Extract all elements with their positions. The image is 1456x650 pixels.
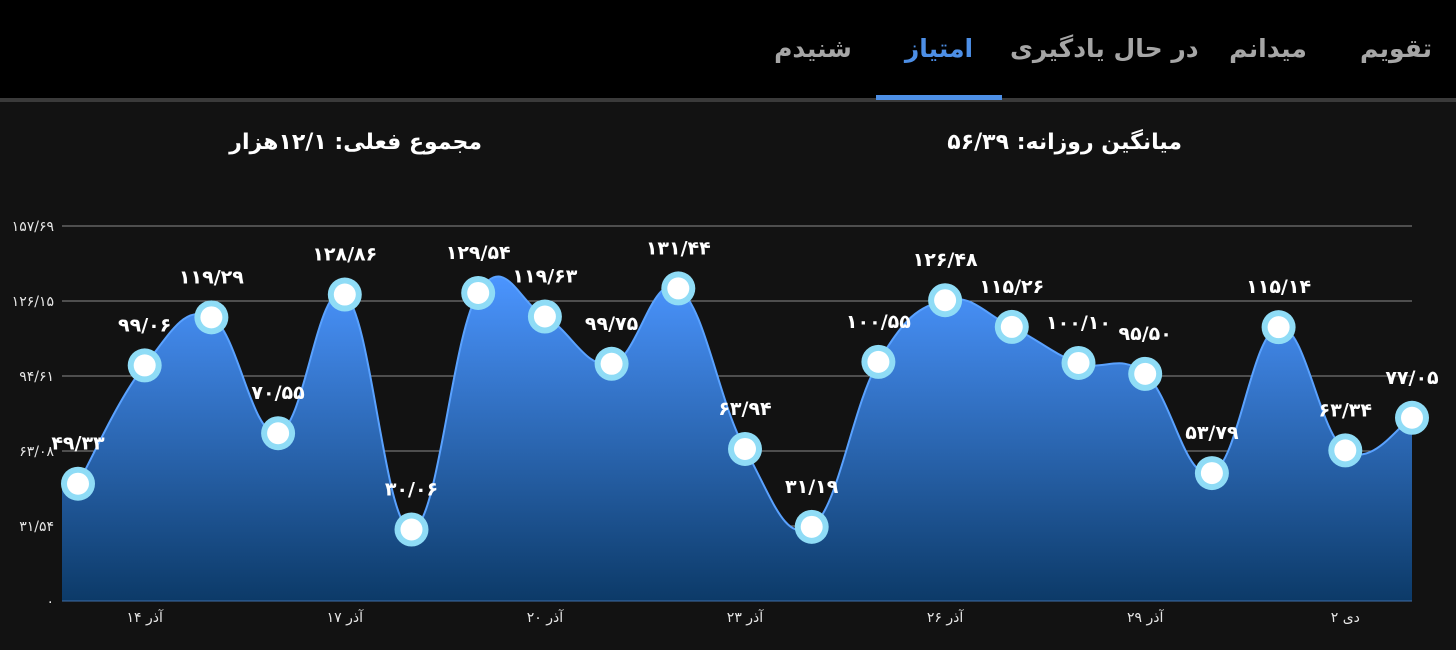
data-point[interactable] [994, 309, 1029, 344]
y-tick-label: ۳۱/۵۴ [19, 519, 54, 535]
data-point[interactable] [1061, 345, 1096, 380]
y-tick-label: ۱۵۷/۶۹ [12, 219, 54, 235]
data-label: ۱۲۹/۵۴ [446, 242, 511, 264]
data-markers [61, 271, 1429, 547]
x-axis-ticks: ۱۴ آذر ۱۷ آذر ۲۰ آذر ۲۳ آذر ۲۶ آذر ۲۹ آذر ۲ دی [127, 609, 1360, 626]
active-tab-indicator [876, 95, 1002, 100]
data-point-dot [133, 354, 156, 377]
tab-learning[interactable]: در حال یادگیری [1010, 34, 1199, 63]
data-point[interactable] [594, 346, 629, 381]
data-point[interactable] [394, 512, 429, 547]
data-point[interactable] [1128, 356, 1163, 391]
x-tick-label: ۲۹ آذر [1127, 609, 1164, 626]
data-point-dot [400, 518, 423, 541]
data-label: ۵۳/۷۹ [1185, 422, 1239, 444]
data-point-dot [800, 515, 823, 538]
data-label: ۱۰۰/۱۰ [1046, 312, 1111, 334]
data-point[interactable] [327, 277, 362, 312]
data-point-dot [867, 350, 890, 373]
data-point-dot [1267, 316, 1290, 339]
y-tick-label: ۶۳/۰۸ [19, 444, 54, 460]
data-labels: ۴۹/۳۳۹۹/۰۶۱۱۹/۲۹۷۰/۵۵۱۲۸/۸۶۳۰/۰۶۱۲۹/۵۴۱۱… [51, 237, 1439, 500]
data-label: ۱۱۵/۲۶ [979, 276, 1044, 298]
y-tick-label: ۹۴/۶۱ [19, 369, 54, 385]
tab-score[interactable]: امتیاز [904, 34, 974, 63]
data-point[interactable] [1194, 456, 1229, 491]
tab-calendar[interactable]: تقویم [1359, 34, 1433, 63]
data-point-dot [734, 437, 756, 460]
data-label: ۳۱/۱۹ [785, 476, 839, 498]
data-label: ۱۲۸/۸۶ [312, 244, 377, 266]
data-label: ۱۱۵/۱۴ [1246, 276, 1311, 298]
data-point-dot [667, 277, 690, 300]
data-point[interactable] [127, 348, 162, 383]
data-point-dot [200, 306, 223, 329]
x-tick-label: ۲۶ آذر [927, 609, 964, 626]
data-label: ۳۰/۰۶ [385, 479, 438, 501]
data-point[interactable] [1395, 400, 1429, 435]
data-point[interactable] [728, 431, 762, 466]
data-point-dot [1067, 351, 1090, 374]
data-point[interactable] [861, 344, 896, 379]
data-point-dot [1334, 439, 1357, 462]
data-point[interactable] [794, 509, 829, 544]
x-tick-label: ۲۳ آذر [727, 609, 764, 626]
data-point[interactable] [261, 416, 296, 451]
daily-average: میانگین روزانه: ۵۶/۳۹ [947, 130, 1182, 155]
current-total: مجموع فعلی: ۱۲/۱هزار [229, 130, 482, 155]
tab-heard[interactable]: شنیدم [774, 34, 852, 63]
x-tick-label: ۲ دی [1331, 610, 1360, 626]
data-point[interactable] [527, 299, 562, 334]
x-tick-label: ۱۴ آذر [127, 609, 164, 626]
data-label: ۷۰/۵۵ [251, 382, 305, 404]
y-tick-label: ۱۲۶/۱۵ [12, 294, 54, 310]
data-label: ۹۹/۷۵ [585, 313, 639, 335]
data-label: ۱۳۱/۴۴ [646, 237, 711, 259]
data-point[interactable] [661, 271, 696, 306]
tab-known[interactable]: میدانم [1229, 34, 1307, 63]
data-label: ۷۷/۰۵ [1385, 367, 1439, 389]
data-point[interactable] [461, 275, 496, 310]
y-axis-ticks: ۰ ۳۱/۵۴ ۶۳/۰۸ ۹۴/۶۱ ۱۲۶/۱۵ ۱۵۷/۶۹ [12, 219, 55, 610]
data-point-dot [1200, 462, 1223, 485]
data-point[interactable] [61, 466, 95, 501]
data-point-dot [533, 305, 556, 328]
data-label: ۶۳/۹۴ [718, 398, 771, 420]
data-point-dot [600, 352, 623, 375]
data-point-dot [467, 281, 490, 304]
data-label: ۶۳/۳۴ [1319, 399, 1372, 421]
data-point-dot [934, 289, 957, 312]
x-tick-label: ۱۷ آذر [327, 609, 364, 626]
data-point-dot [1000, 315, 1023, 338]
data-point-dot [67, 472, 89, 495]
tab-bar: تقویم میدانم در حال یادگیری امتیاز شنیدم [0, 0, 1456, 102]
data-label: ۱۱۹/۶۳ [512, 266, 577, 288]
data-point[interactable] [928, 283, 963, 318]
data-point-dot [1134, 362, 1157, 385]
data-label: ۹۹/۰۶ [118, 314, 171, 336]
data-point[interactable] [194, 300, 229, 335]
data-point[interactable] [1328, 433, 1363, 468]
data-label: ۴۹/۳۳ [51, 433, 105, 455]
data-label: ۹۵/۵۰ [1119, 323, 1172, 345]
data-point-dot [333, 283, 356, 306]
data-label: ۱۱۹/۲۹ [179, 266, 244, 288]
x-tick-label: ۲۰ آذر [527, 609, 564, 626]
data-point-dot [1401, 406, 1423, 429]
y-tick-label: ۰ [46, 594, 54, 610]
data-label: ۱۲۶/۴۸ [913, 249, 978, 271]
data-label: ۱۰۰/۵۵ [846, 311, 911, 333]
data-point-dot [267, 422, 290, 445]
data-point[interactable] [1261, 310, 1296, 345]
series-line [77, 275, 1413, 532]
